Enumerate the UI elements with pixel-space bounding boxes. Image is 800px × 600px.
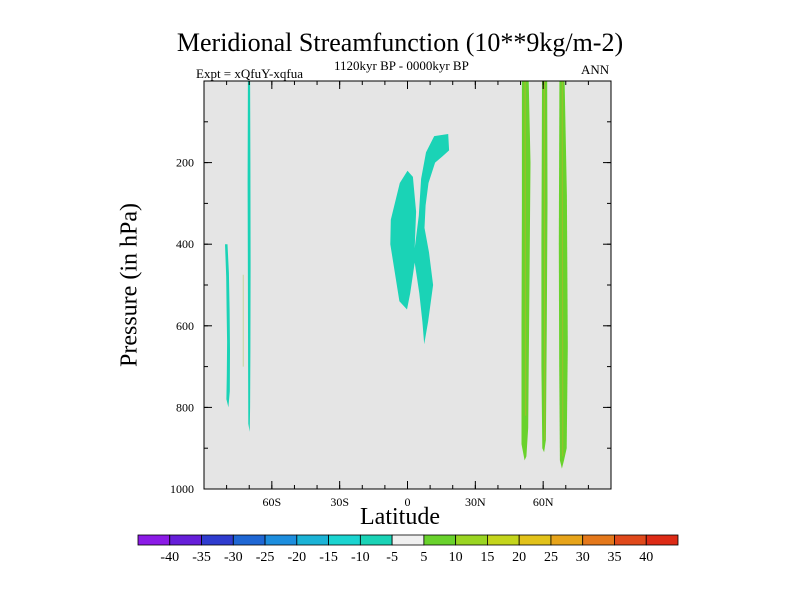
x-tick-label: 0 [405, 495, 411, 509]
colorbar-label: -15 [319, 550, 338, 565]
colorbar-swatch [328, 534, 361, 546]
colorbar-swatch [232, 534, 266, 546]
region-nh-band-3 [558, 81, 568, 469]
region-sh-polar-left [225, 244, 230, 408]
subtitle-experiment: Expt = xQfuY-xqfua [196, 66, 303, 81]
x-tick-label: 30N [465, 495, 486, 509]
region-nh-line-2 [543, 81, 546, 440]
region-equatorial [390, 134, 450, 345]
colorbar-label: -20 [287, 550, 306, 565]
colorbar-swatch [169, 534, 202, 546]
x-tick-label: 30S [330, 495, 349, 509]
region-nh-line-1 [524, 81, 527, 416]
colorbar-label: 20 [512, 550, 526, 565]
y-tick-label: 400 [176, 237, 194, 251]
colorbar-label: 25 [544, 550, 558, 565]
colorbar-label: 40 [639, 550, 653, 565]
colorbar-swatch [137, 534, 171, 546]
y-tick-label: 800 [176, 400, 194, 414]
region-sh-polar-right [247, 81, 251, 432]
x-axis-title: Latitude [360, 504, 440, 530]
colorbar-label: 35 [607, 550, 621, 565]
x-tick-label: 60N [533, 495, 554, 509]
subtitle-season: ANN [581, 62, 610, 77]
colorbar-swatch [455, 534, 488, 546]
colorbar-label: 10 [449, 550, 463, 565]
x-tick-label: 60S [262, 495, 281, 509]
colorbar-swatch [391, 534, 425, 546]
colorbar-label: -35 [192, 550, 211, 565]
subtitle-period: 1120kyr BP - 0000kyr BP [334, 58, 469, 73]
y-tick-label: 1000 [170, 482, 194, 496]
colorbar-swatch [550, 534, 584, 546]
colorbar-label: -40 [160, 550, 179, 565]
chart-title: Meridional Streamfunction (10**9kg/m-2) [176, 28, 624, 57]
y-tick-label: 200 [176, 156, 194, 170]
colorbar-swatch [518, 534, 552, 546]
colorbar-swatch [582, 534, 615, 546]
colorbar-label: -5 [386, 550, 398, 565]
colorbar-swatch [645, 534, 679, 546]
region-nh-line-3 [561, 81, 564, 457]
colorbar-swatch [423, 534, 457, 546]
colorbar-swatch [487, 534, 520, 546]
colorbar-label: -10 [351, 550, 370, 565]
colorbar-swatch [359, 534, 393, 546]
colorbar-swatch [264, 534, 298, 546]
colorbar-label: 15 [480, 550, 494, 565]
colorbar-swatch [201, 534, 234, 546]
colorbar-label: -30 [224, 550, 243, 565]
colorbar-label: -25 [256, 550, 275, 565]
colorbar-label: 5 [420, 550, 427, 565]
colorbar-swatch [614, 534, 647, 546]
colorbar-swatch [296, 534, 329, 546]
y-tick-label: 600 [176, 319, 194, 333]
colorbar-label: 30 [576, 550, 590, 565]
